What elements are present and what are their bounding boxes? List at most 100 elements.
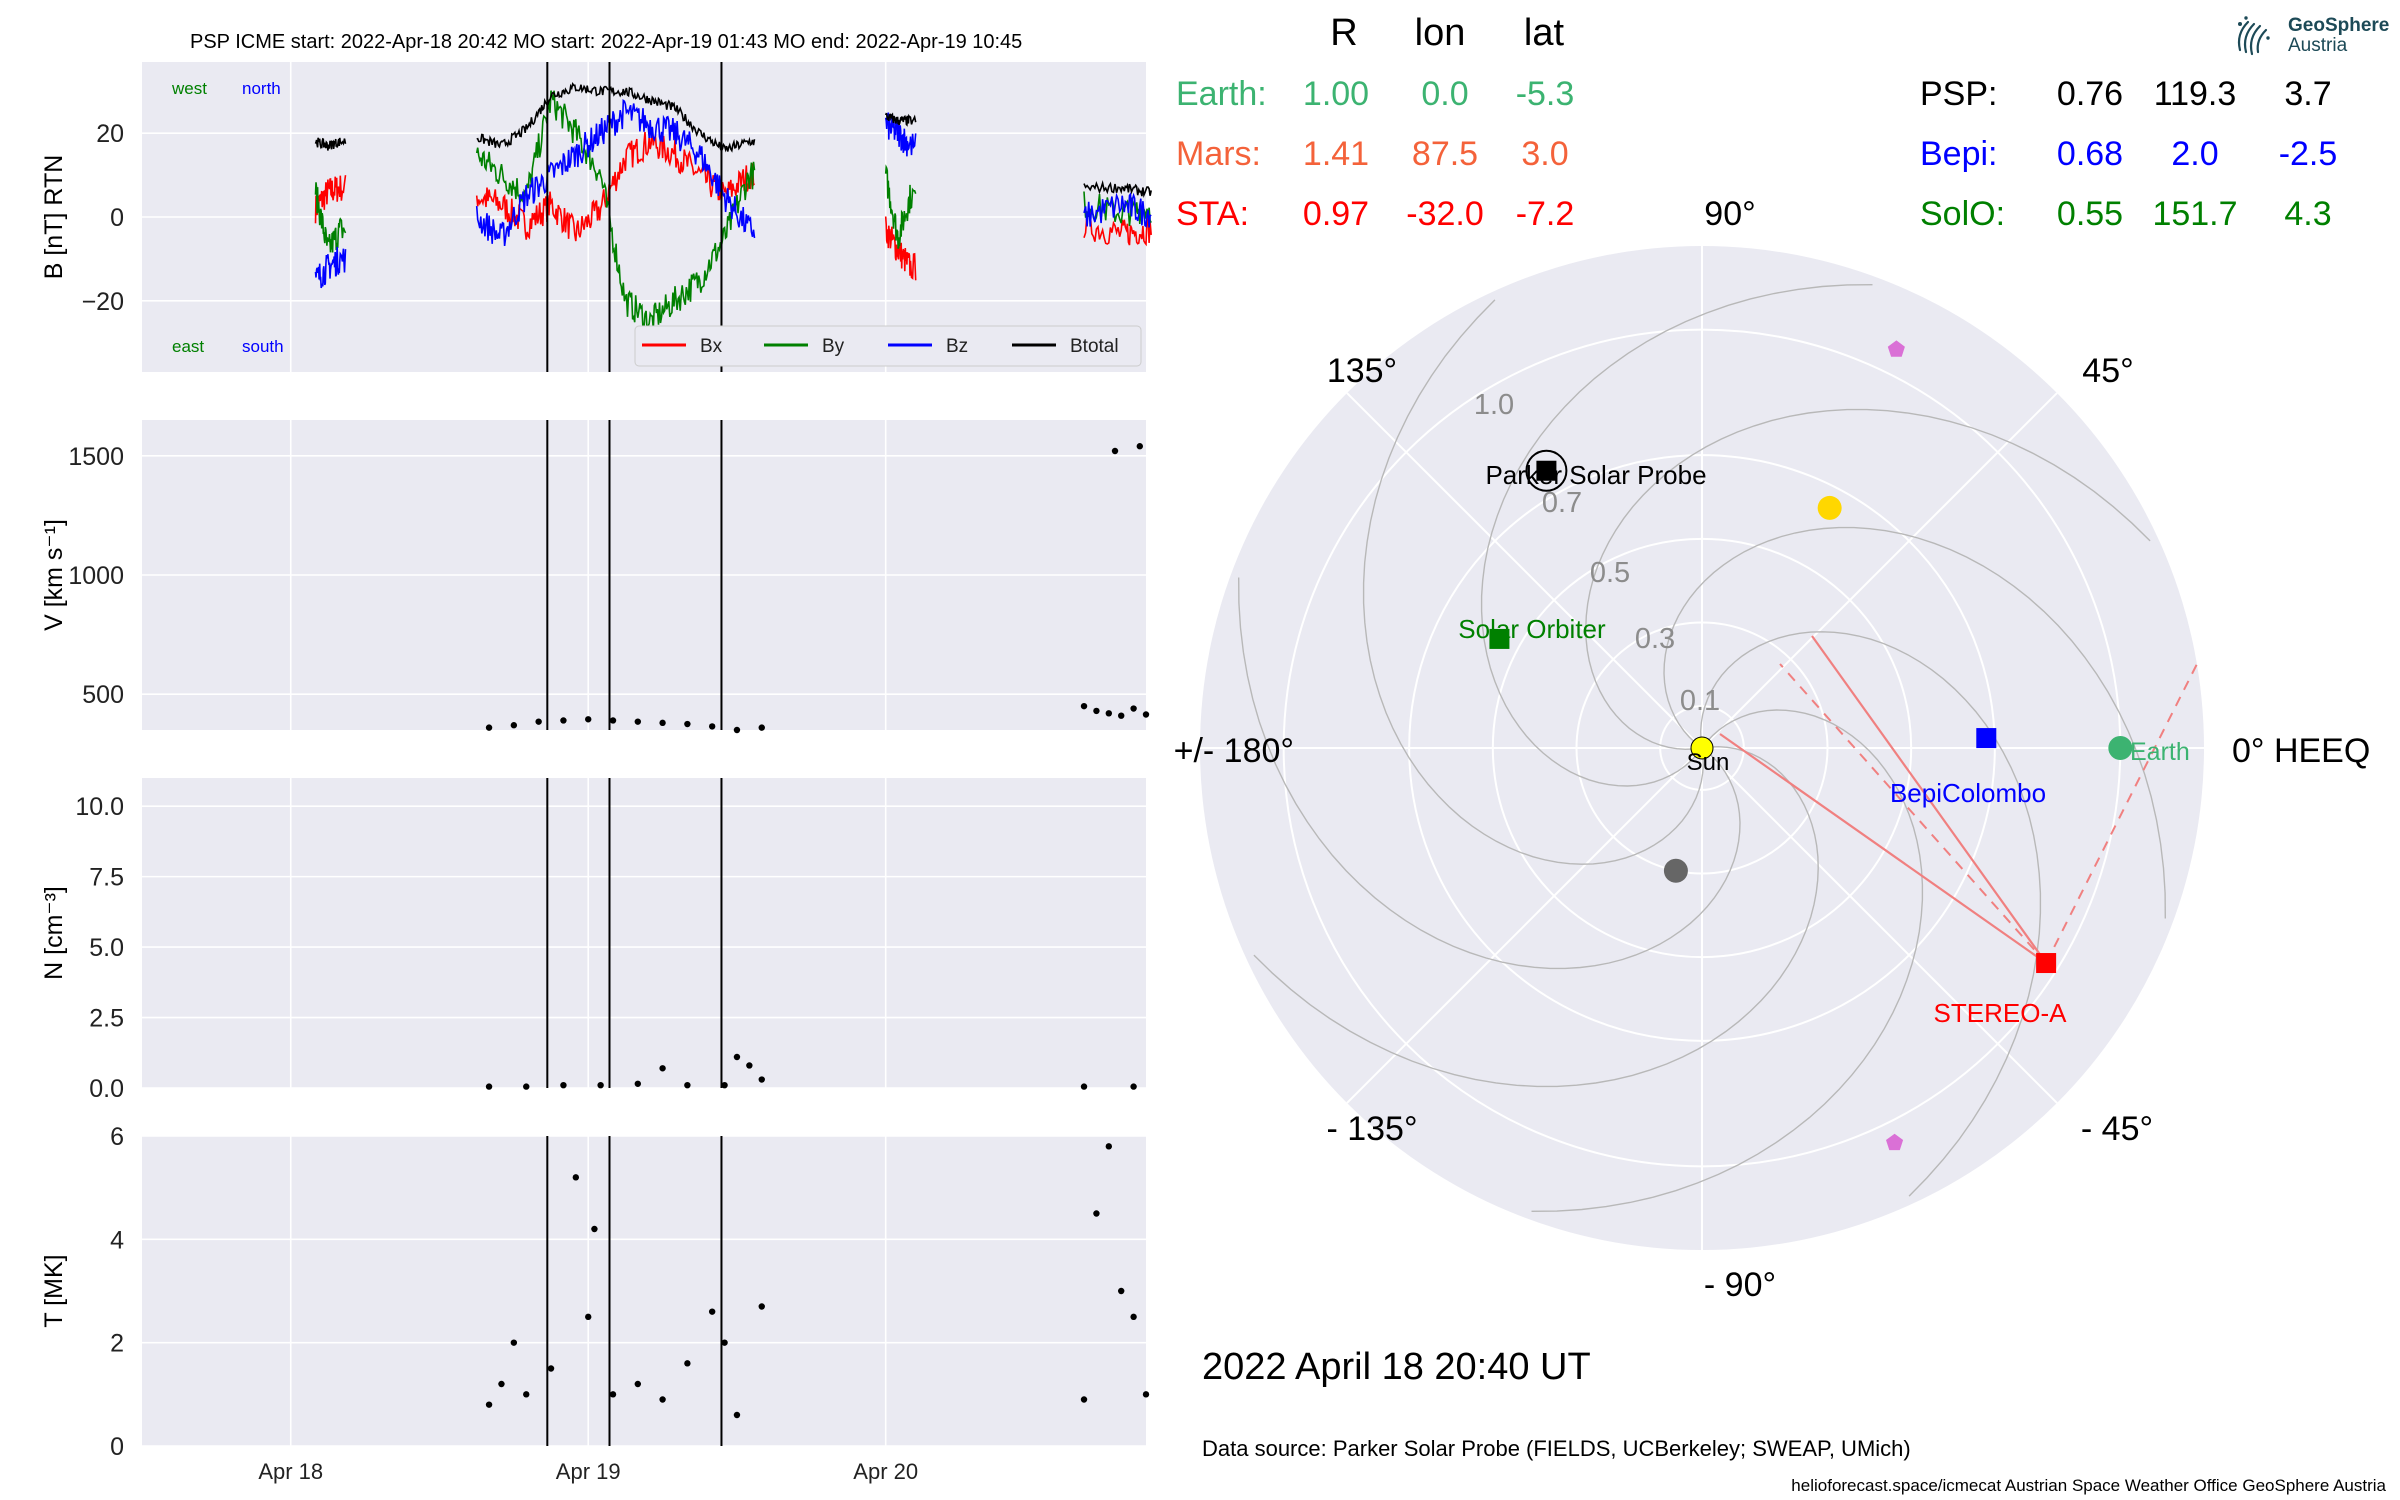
y-axis-label: B [nT] RTN [40,155,68,280]
y-tick-label: 20 [96,120,124,148]
data-point [1080,1083,1088,1090]
table-row-lat: 3.0 [1521,135,1568,173]
data-point [1093,1210,1100,1217]
parker-spiral [1585,408,2151,751]
angular-spoke [1346,747,1703,1104]
parker-spiral [1480,284,1873,787]
data-point [523,1391,530,1398]
footer-credit: helioforecast.space/icmecat Austrian Spa… [1791,1476,2386,1495]
chart-legend: Bx By Bz Btotal [634,325,1142,367]
data-point [547,1365,555,1372]
series-btotal [314,82,1152,199]
data-source: Data source: Parker Solar Probe (FIELDS,… [1202,1436,1911,1461]
x-tick-label: Apr 18 [258,1459,323,1484]
body-label-bepicolombo: BepiColombo [1890,778,2046,808]
data-point [634,718,642,725]
table-row-r: 0.97 [1303,195,1369,233]
body-marker-sun [1690,736,1714,760]
radial-tick-label: 0.5 [1590,557,1630,589]
y-tick-label: 7.5 [89,864,124,892]
data-point [1093,707,1100,715]
table-header: lat [1524,12,1565,54]
data-point [1142,1391,1150,1398]
table-row-lat: 3.7 [2284,75,2331,113]
table-header: lon [1415,12,1466,54]
y-tick-label: 6 [110,1123,124,1151]
body-marker-stereo-a [2036,953,2057,974]
geosphere-logo-icon [2237,16,2270,56]
y-tick-label: 1000 [68,562,124,590]
series-v [485,443,1150,734]
series-line-bx [884,216,917,281]
body-marker-unlabeled [1663,858,1688,883]
angle-label: 0° HEEQ [2232,732,2370,770]
data-point [758,724,765,731]
series-bz [314,98,1152,289]
table-row-name: SolO: [1920,195,2005,233]
data-point [485,1083,493,1090]
radial-tick-label: 0.3 [1635,623,1675,655]
table-row-lat: -5.3 [1516,75,1575,113]
logo-line-2: Austria [2288,35,2348,56]
table-row-lon: 2.0 [2171,135,2218,173]
body-label-sun: Sun [1687,749,1730,776]
y-tick-label: 4 [110,1226,124,1254]
table-row-lon: 0.0 [1421,75,1468,113]
radial-tick-label: 0.7 [1542,487,1582,519]
parker-spiral [1699,631,2042,1197]
data-point [721,1339,728,1346]
series-line-by [884,164,917,249]
y-tick-label: 10.0 [75,793,124,821]
panel-speed: 1500 1000 500 V [km s⁻¹] [40,420,1150,734]
data-point [585,716,592,723]
data-point [634,1380,642,1388]
legend-label: Bx [700,336,723,357]
series-line-bz [475,98,756,246]
data-point [1080,1396,1088,1403]
series-line-btotal [314,137,347,151]
angular-spoke [1346,392,1703,749]
data-point [1136,443,1144,450]
panel-density: 10.0 7.5 5.0 2.5 0.0 N [cm⁻³] [40,778,1146,1103]
data-point [572,1174,580,1181]
table-row-lon: 151.7 [2152,195,2237,233]
table-row-r: 1.00 [1303,75,1369,113]
table-row-lon: 87.5 [1412,135,1478,173]
logo-line-1: GeoSphere [2288,15,2390,36]
angle-label: - 45° [2081,1110,2153,1148]
corner-label-west: west [171,79,207,98]
psp-ring-icon [1525,449,1568,492]
data-point [634,1080,642,1087]
panel-background [142,1136,1146,1446]
stereo-fov-line [1719,733,2047,964]
legend-label: Bz [946,336,968,357]
body-marker-pentagon [1886,1133,1904,1151]
data-point [1130,1083,1137,1090]
y-axis-label: T [MK] [40,1254,68,1327]
body-marker-pentagon [1887,340,1905,357]
data-point [708,1308,716,1315]
legend-label: Btotal [1070,336,1119,357]
parker-spiral [1531,709,1924,1212]
parker-spiral [1253,745,1819,1088]
y-tick-label: 0.0 [89,1075,124,1103]
corner-label-east: east [172,337,204,356]
table-row-lat: 4.3 [2284,195,2331,233]
angle-label: - 135° [1326,1110,1417,1148]
y-tick-label: 0 [110,1433,124,1461]
data-point [1105,1143,1113,1150]
table-row-r: 0.68 [2057,135,2123,173]
data-point [758,1303,765,1310]
angle-label: 45° [2082,352,2133,390]
data-point [510,722,518,729]
data-point [609,1391,617,1398]
series-line-bx [314,175,347,224]
angular-spoke [1701,747,2058,1104]
data-point [1118,712,1125,719]
parker-spiral [1663,526,2166,919]
data-point [597,1081,604,1089]
series-line-by [314,182,347,253]
y-tick-label: 500 [82,681,124,709]
